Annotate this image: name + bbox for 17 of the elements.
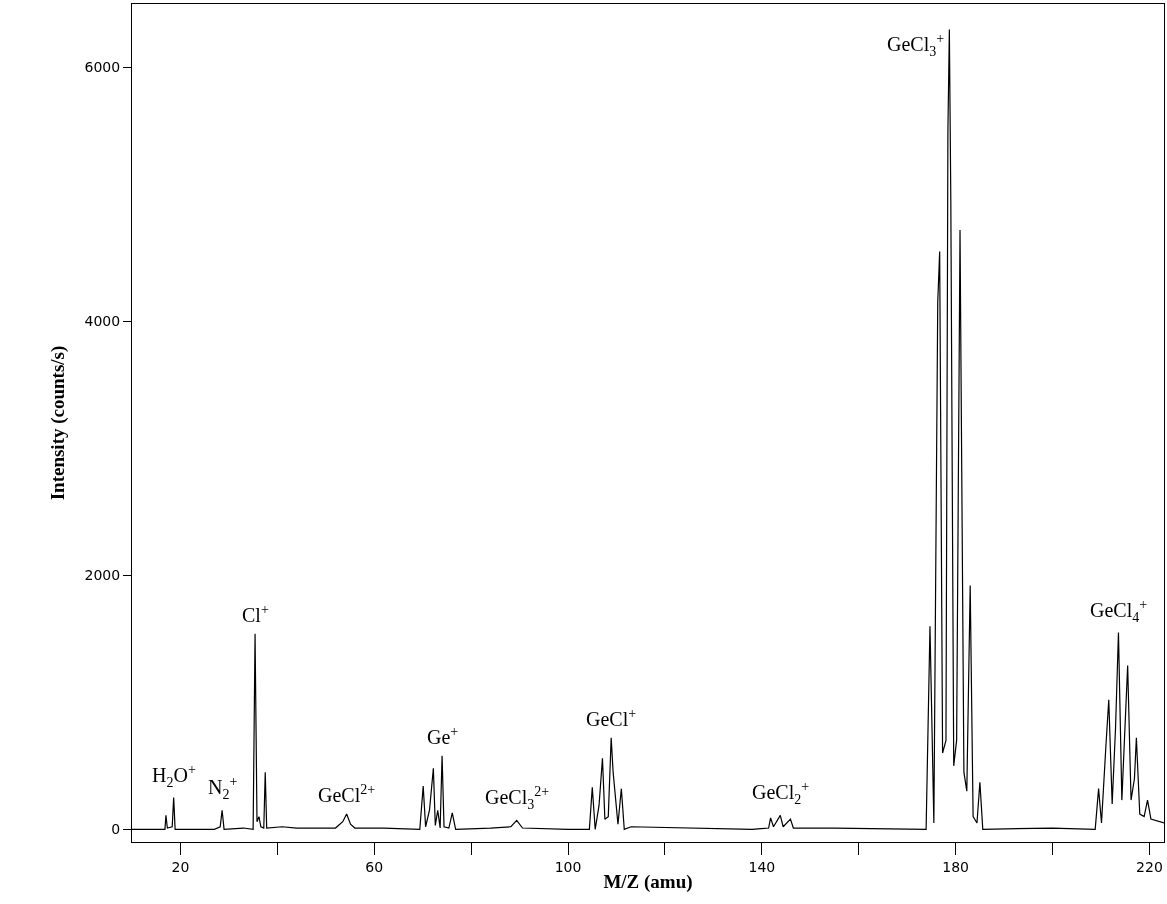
annotation: H$_{2}$O$^{+}$ <box>152 762 196 790</box>
x-tick-label: 180 <box>942 858 970 875</box>
y-tick-label: 4000 <box>84 313 121 330</box>
annotation: GeCl$^{2+}$ <box>318 782 376 807</box>
x-tick-label: 140 <box>748 858 776 875</box>
y-tick-label: 2000 <box>84 567 121 584</box>
x-tick-label: 20 <box>171 858 190 875</box>
annotation: Ge$^{+}$ <box>427 724 459 749</box>
y-tick-label: 6000 <box>84 59 121 76</box>
x-tick-label: 220 <box>1136 858 1163 875</box>
y-axis-title: Intensity (counts/s) <box>47 345 70 501</box>
annotation: Cl$^{+}$ <box>242 602 269 627</box>
x-axis-title: M/Z (amu) <box>603 870 693 893</box>
y-tick-label: 0 <box>111 821 121 838</box>
x-tick-label: 100 <box>554 858 582 875</box>
x-tick-label: 60 <box>365 858 384 875</box>
annotation: GeCl$^{+}$ <box>586 706 637 731</box>
